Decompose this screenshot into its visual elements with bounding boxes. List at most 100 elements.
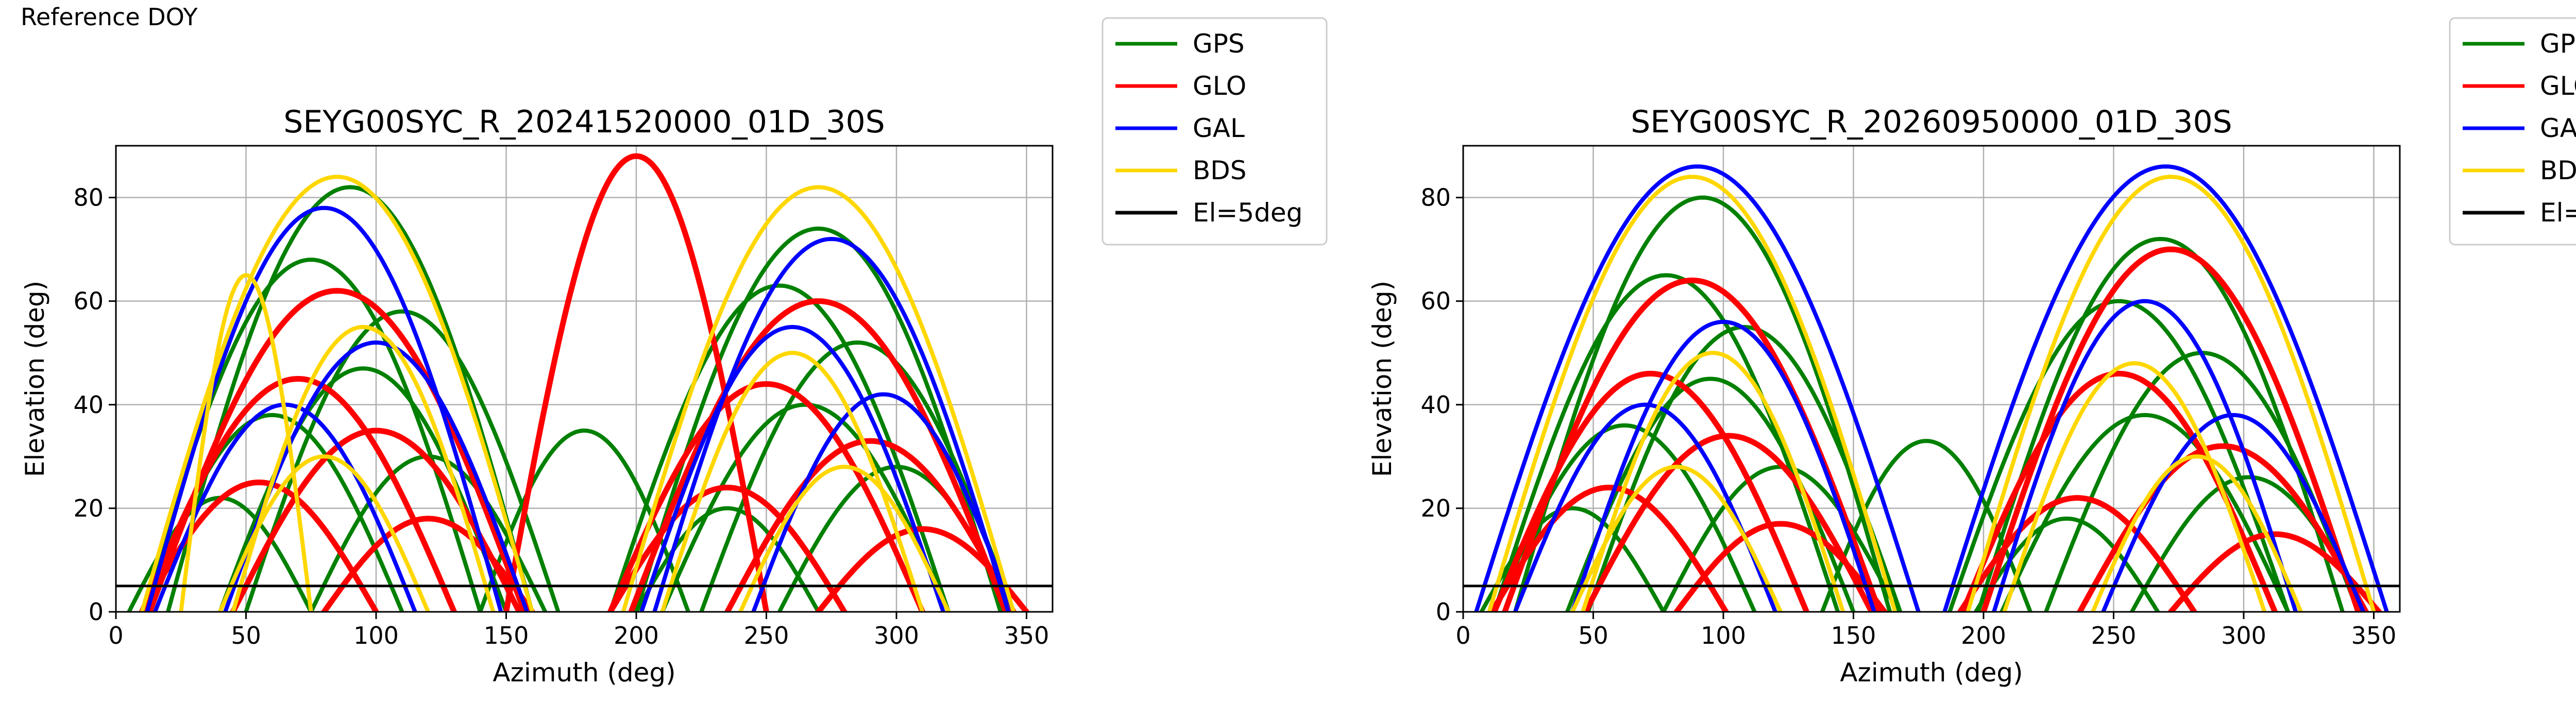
track-bds	[218, 454, 430, 612]
y-tick-label: 60	[73, 287, 104, 315]
chart-title: SEYG00SYC_R_20260950000_01D_30S	[1631, 104, 2232, 140]
x-tick-label: 150	[484, 622, 529, 649]
x-tick-label: 200	[1961, 622, 2006, 649]
plot-area	[1474, 164, 2389, 612]
legend-label: El=5deg	[1193, 198, 1302, 228]
y-tick-label: 40	[73, 391, 104, 419]
track-bds	[140, 175, 534, 612]
track-bds	[621, 185, 1016, 612]
track-glo	[321, 516, 535, 612]
series-glo	[1489, 246, 2382, 612]
track-gps	[1947, 299, 2290, 612]
series-bds	[1487, 175, 2376, 612]
track-gal	[1474, 164, 1921, 612]
track-gps	[1976, 236, 2345, 612]
reference-doy-label: Reference DOY	[21, 3, 198, 31]
series-bds	[140, 175, 1016, 612]
track-gps	[244, 309, 561, 612]
y-tick-label: 0	[1436, 598, 1451, 626]
track-gal	[2101, 413, 2366, 612]
track-gal	[1570, 319, 1876, 612]
track-glo	[147, 288, 528, 612]
y-axis-label: Elevation (deg)	[1367, 281, 1397, 477]
track-bds	[1487, 175, 1897, 612]
x-tick-label: 300	[874, 622, 919, 649]
track-glo	[1489, 485, 1729, 612]
track-glo	[1980, 246, 2361, 612]
track-bds	[231, 324, 496, 612]
track-gps	[1513, 195, 1892, 612]
track-gps	[699, 340, 1016, 612]
legend-label: El=5deg	[2540, 198, 2576, 228]
track-glo	[1957, 495, 2197, 612]
series-glo	[139, 153, 1029, 612]
legend-label: BDS	[1193, 156, 1247, 185]
y-tick-label: 80	[73, 184, 104, 212]
track-glo	[1492, 370, 1810, 612]
legend-label: BDS	[2540, 156, 2576, 185]
plot-frame	[115, 145, 1054, 613]
x-tick-label: 0	[1455, 622, 1470, 649]
x-tick-label: 250	[2091, 622, 2137, 649]
track-gps	[1820, 439, 2032, 612]
x-tick-label: 350	[1004, 622, 1049, 649]
track-glo	[1673, 521, 1888, 612]
y-tick-label: 20	[73, 494, 104, 522]
y-tick-label: 80	[1420, 184, 1451, 212]
x-tick-label: 350	[2351, 622, 2397, 649]
x-tick-label: 50	[231, 622, 261, 649]
track-gal	[1992, 299, 2298, 612]
track-glo	[230, 427, 522, 612]
track-gal	[639, 324, 945, 612]
series-gal	[1474, 164, 2389, 612]
track-glo	[816, 526, 1029, 612]
track-glo	[2077, 443, 2369, 612]
legend: GPS GLO GAL BDS El=5deg	[2449, 17, 2576, 246]
chart-panel-1: 0 50 100 150 200 250 300 350 0 20 40 60 80 SEYG00SYC_…	[20, 17, 1328, 688]
track-gps	[1479, 506, 1666, 612]
x-tick-label: 150	[1831, 622, 1876, 649]
track-gps	[1999, 413, 2290, 612]
track-glo	[724, 438, 1016, 612]
legend-label: GAL	[2540, 113, 2576, 143]
plot-frame	[1462, 145, 2401, 613]
x-axis-label: Azimuth (deg)	[493, 658, 675, 688]
legend-label: GAL	[1193, 113, 1245, 143]
track-bds	[1570, 465, 1783, 612]
track-gal	[1513, 402, 1777, 612]
y-tick-label: 60	[1420, 287, 1451, 315]
x-tick-label: 0	[108, 622, 123, 649]
track-glo	[628, 298, 1009, 612]
track-gps	[166, 185, 534, 612]
series-gps	[127, 185, 1016, 612]
track-bds	[1965, 175, 2376, 612]
track-bds	[179, 273, 313, 612]
track-glo	[607, 485, 848, 612]
legend-label: GLO	[1193, 71, 1246, 101]
plot-area	[127, 153, 1029, 612]
chart-title: SEYG00SYC_R_20241520000_01D_30S	[283, 104, 885, 140]
track-glo	[1582, 433, 1875, 612]
x-tick-label: 250	[744, 622, 789, 649]
track-gal	[652, 236, 1011, 612]
legend-label: GPS	[1193, 29, 1245, 59]
track-glo	[607, 381, 925, 612]
legend-frame	[1101, 17, 1328, 246]
track-bds	[1581, 351, 1845, 612]
track-bds	[2002, 361, 2267, 612]
track-glo	[2168, 531, 2382, 612]
x-tick-label: 100	[353, 622, 399, 649]
track-bds	[738, 465, 951, 612]
track-bds	[660, 351, 925, 612]
track-glo	[503, 153, 769, 612]
track-gps	[634, 506, 821, 612]
y-tick-label: 40	[1420, 391, 1451, 419]
legend-label: GPS	[2540, 29, 2576, 59]
track-gal	[1942, 164, 2389, 612]
x-tick-label: 300	[2221, 622, 2266, 649]
legend: GPS GLO GAL BDS El=5deg	[1101, 17, 1328, 246]
track-bds	[2091, 454, 2303, 612]
series-gps	[1479, 195, 2368, 612]
y-tick-label: 20	[1420, 494, 1451, 522]
